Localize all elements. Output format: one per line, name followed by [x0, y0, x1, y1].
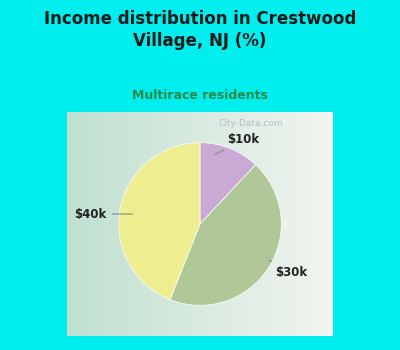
Wedge shape	[170, 165, 281, 305]
Text: $40k: $40k	[74, 208, 132, 220]
Wedge shape	[119, 143, 200, 300]
Text: $30k: $30k	[269, 260, 307, 279]
Wedge shape	[200, 143, 256, 224]
Text: $10k: $10k	[215, 133, 259, 155]
Text: Income distribution in Crestwood
Village, NJ (%): Income distribution in Crestwood Village…	[44, 10, 356, 50]
Text: Multirace residents: Multirace residents	[132, 89, 268, 102]
Text: City-Data.com: City-Data.com	[218, 119, 283, 128]
